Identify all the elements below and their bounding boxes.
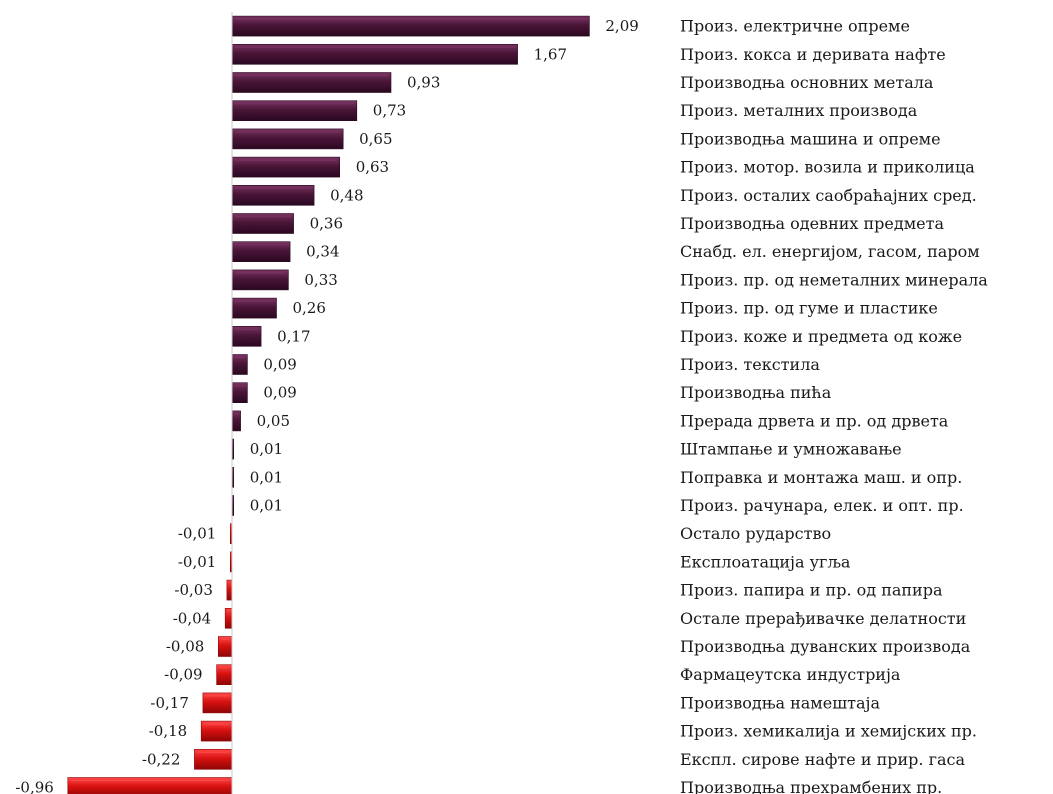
- category-label: Остале прерађивачке делатности: [680, 609, 966, 628]
- category-label: Поправка и монтажа маш. и опр.: [680, 468, 962, 487]
- category-label: Произ. пр. од неметалних минерала: [680, 270, 988, 289]
- category-label: Произ. металних производа: [680, 101, 918, 120]
- value-label: -0,22: [142, 750, 180, 768]
- value-labels-layer: 2,09 1,67 0,930,73 0,65 0,63 0,48 0,36 0,34 0,33…: [15, 17, 638, 794]
- value-label: 0,01: [250, 497, 283, 515]
- value-label: 0,65: [359, 130, 392, 148]
- category-label: Експлоатација угља: [680, 552, 851, 571]
- category-label: Снабд. ел. енергијом, гасом, паром: [680, 242, 980, 261]
- value-label: -0,04: [173, 609, 211, 627]
- value-label: 0,05: [257, 412, 290, 430]
- value-label: -0,17: [150, 694, 188, 712]
- category-label: Производња прехрамбених пр.: [680, 778, 942, 794]
- value-label: 0,17: [277, 327, 310, 345]
- value-label: -0,96: [15, 779, 53, 794]
- bar: [226, 579, 233, 601]
- category-label: Произ. текстила: [680, 355, 820, 374]
- value-label: -0,01: [178, 525, 216, 543]
- category-label: Произ. хемикалија и хемијских пр.: [680, 722, 977, 741]
- value-label: 0,93: [407, 74, 440, 92]
- category-label: Произ. папира и пр. од папира: [680, 581, 943, 600]
- category-label: Производња намештаја: [680, 693, 880, 712]
- value-label: -0,18: [149, 722, 187, 740]
- category-labels-layer: Произ. електричне опреме Произ. кокса и д…: [680, 17, 988, 794]
- value-label: 0,48: [330, 186, 363, 204]
- value-label: 0,26: [293, 299, 326, 317]
- value-label: -0,08: [166, 638, 204, 656]
- category-label: Произ. мотор. возила и приколица: [680, 158, 975, 177]
- value-label: 0,09: [263, 384, 296, 402]
- value-label: 0,73: [373, 102, 406, 120]
- category-label: Произ. електричне опреме: [680, 17, 910, 36]
- category-label: Фармацеутска индустрија: [680, 665, 901, 684]
- value-label: 0,36: [310, 215, 343, 233]
- value-label: -0,09: [164, 666, 202, 684]
- value-label: 2,09: [605, 17, 638, 35]
- category-label: Производња пића: [680, 383, 832, 402]
- category-label: Прерада дрвета и пр. од дрвета: [680, 411, 949, 430]
- bars-layer: [67, 15, 590, 794]
- category-label: Произ. пр. од гуме и пластике: [680, 299, 938, 318]
- value-label: 0,63: [356, 158, 389, 176]
- category-label: Производња одевних предмета: [680, 214, 944, 233]
- category-label: Производња дуванских производа: [680, 637, 971, 656]
- value-label: -0,03: [174, 581, 212, 599]
- value-label: 1,67: [534, 45, 567, 63]
- value-label: 0,01: [250, 440, 283, 458]
- category-label: Произ. рачунара, елек. и опт. пр.: [680, 496, 964, 515]
- value-label: 0,34: [306, 243, 339, 261]
- value-label: 0,01: [250, 468, 283, 486]
- category-label: Произ. осталих саобраћајних сред.: [680, 186, 977, 205]
- category-label: Произ. кокса и деривата нафте: [680, 45, 946, 64]
- value-label: 0,33: [304, 271, 337, 289]
- category-label: Експл. сирове нафте и прир. гаса: [680, 750, 965, 769]
- category-label: Производња машина и опреме: [680, 129, 941, 148]
- value-label: -0,01: [178, 553, 216, 571]
- category-label: Произ. коже и предмета од коже: [680, 327, 962, 346]
- value-label: 0,09: [263, 356, 296, 374]
- category-label: Остало рударство: [680, 524, 831, 543]
- category-label: Производња основних метала: [680, 73, 934, 92]
- category-label: Штампање и умножавање: [680, 440, 902, 459]
